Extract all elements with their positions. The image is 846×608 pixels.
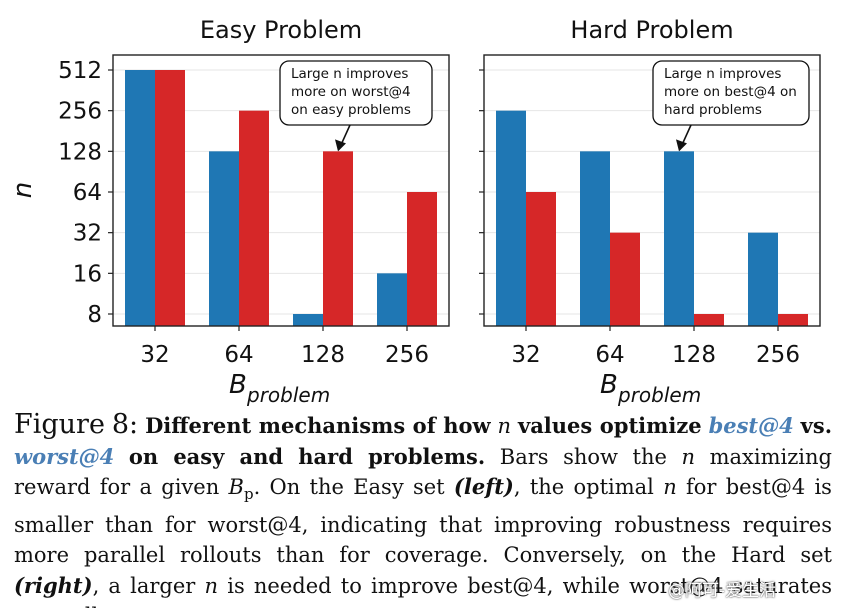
caption-text-7: is needed to improve best@4, while worst… [14,573,832,608]
annotation-text: on easy problems [291,102,411,118]
annotation-box [652,60,810,126]
y-tick-label: 8 [87,302,102,328]
annotation-arrowhead [335,139,346,152]
caption-text-8: . [141,604,148,608]
bar-32-series-2 [526,192,556,326]
caption-text-1: Bars show the [499,444,667,469]
caption-text-4: , the optimal [513,475,654,499]
caption-worst4: worst@4 [14,443,115,469]
figure-label: Figure [14,409,105,440]
caption-var-n: n [663,475,677,499]
bar-32-series-1 [125,70,155,326]
caption-text-2: maximizing reward for a given [14,444,832,500]
annotation-box [279,60,433,126]
caption-var-bp: Bp [228,475,254,504]
bar-32-series-2 [155,70,185,326]
caption-vs: vs. [800,413,833,438]
caption-var-n: n [127,604,141,608]
bar-32-series-1 [496,110,526,327]
bar-256-series-1 [748,232,778,326]
caption-bold-3: on easy and hard problems. [128,443,486,469]
y-axis-label: n [8,182,38,198]
caption-left: (left) [453,474,514,499]
chart-title: Easy Problem [200,16,362,44]
annotation-arrowhead [676,139,687,152]
bar-256-series-2 [407,192,437,326]
y-tick-label: 64 [73,180,102,206]
x-axis-label-subscript: problem [617,383,701,407]
plot-frame [483,54,821,327]
annotation-text: more on best@4 on [664,84,797,100]
chart-panel-1: 512 256 128 64 32 16 8 32 64 128 256 Easy Problem B p… [8,16,450,407]
caption-best4: best@4 [708,413,794,438]
x-tick-label: 32 [140,342,169,368]
caption-text-3: . On the Easy set [253,475,445,499]
bar-64-series-2 [610,232,640,326]
caption-var-n: n [497,414,512,438]
x-axis-label-subscript: problem [246,383,330,407]
x-tick-label: 128 [301,342,345,368]
caption-var-n: n [681,444,696,469]
caption-bold-1: Different mechanisms of how [145,413,491,438]
x-axis-label: B [229,370,247,400]
bar-256-series-1 [377,273,407,326]
x-tick-label: 64 [224,342,253,368]
plot-frame [112,54,450,327]
x-tick-label: 128 [672,342,716,368]
bar-charts: 512 256 128 64 32 16 8 32 64 128 256 Easy Problem B p… [8,16,821,407]
x-tick-label: 256 [385,342,429,368]
y-tick-label: 16 [73,261,102,287]
bar-64-series-2 [239,110,269,327]
bar-128-series-2 [323,151,353,326]
bar-128-series-1 [293,314,323,326]
caption-bold-2: values optimize [518,413,702,438]
bar-64-series-1 [209,151,239,326]
x-tick-label: 256 [756,342,800,368]
figure-number: 8: [111,409,139,440]
annotation-text: Large n improves [291,66,408,82]
annotation-text: Large n improves [664,66,781,82]
annotation-text: more on worst@4 [291,84,411,100]
x-tick-label: 32 [511,342,540,368]
caption-right: (right) [14,572,93,598]
y-tick-label: 512 [58,58,102,84]
x-tick-label: 64 [595,342,624,368]
bar-64-series-1 [580,151,610,326]
chart-title: Hard Problem [570,16,733,44]
y-tick-label: 32 [73,221,102,247]
y-tick-label: 256 [58,99,102,125]
y-tick-label: 128 [58,139,102,165]
x-axis-label: B [600,370,618,400]
bar-256-series-2 [778,314,808,326]
watermark: @阿可-爱生活 [668,581,777,601]
chart-panel-2: 32 64 128 256 Hard Problem B problem Large n im… [479,16,821,407]
figure-caption: Figure 8: Different mechanisms of how n … [14,409,833,608]
bar-128-series-2 [694,314,724,326]
caption-text-6: , a larger [92,573,196,598]
caption-var-n: n [204,573,219,598]
bar-128-series-1 [664,151,694,326]
annotation-text: hard problems [664,102,762,118]
caption-text-5: for best@4 is smaller than for worst@4, … [14,475,832,568]
